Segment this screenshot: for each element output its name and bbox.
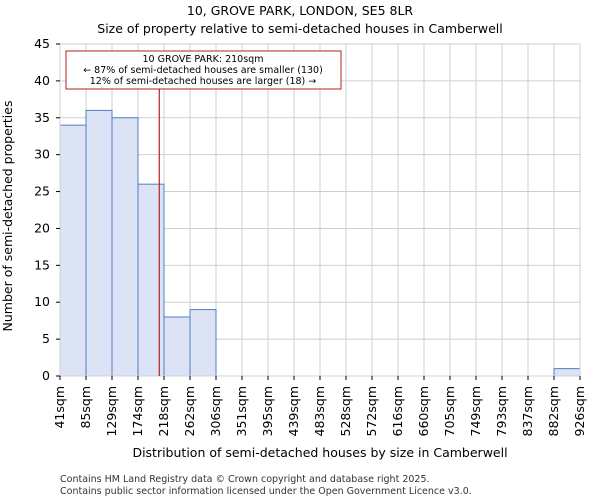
bar [163,316,191,377]
x-tick-label: 41sqm [52,386,67,429]
y-tick-label: 10 [34,294,50,309]
x-tick-label: 572sqm [364,386,379,436]
x-tick-label: 926sqm [572,386,587,436]
chart-title-line1: 10, GROVE PARK, LONDON, SE5 8LR [187,3,414,18]
x-tick-label: 129sqm [104,386,119,436]
annotation-frame [65,50,342,90]
x-tick-label: 749sqm [468,386,483,436]
footer-line2: Contains public sector information licen… [60,486,472,497]
x-tick-label: 85sqm [78,386,93,429]
y-tick-label: 15 [34,257,50,272]
y-tick-label: 20 [34,220,50,235]
footer-line1: Contains HM Land Registry data © Crown c… [60,474,430,485]
x-tick-label: 306sqm [208,386,223,436]
x-axis-label: Distribution of semi-detached houses by … [132,445,507,460]
y-tick-label: 40 [34,73,50,88]
y-tick-label: 0 [42,368,50,383]
x-tick-label: 218sqm [156,386,171,436]
annotation-line2: ← 87% of semi-detached houses are smalle… [83,65,323,76]
y-axis-ticks: 0 5 10 15 20 25 30 35 40 45 [34,36,60,383]
x-tick-label: 439sqm [286,386,301,436]
bar [553,368,581,377]
x-tick-label: 616sqm [390,386,405,436]
x-tick-label: 395sqm [260,386,275,436]
x-tick-label: 660sqm [416,386,431,436]
y-tick-label: 30 [34,147,50,162]
bar [189,309,217,377]
x-tick-label: 882sqm [546,386,561,436]
x-tick-label: 528sqm [338,386,353,436]
bar [85,109,113,377]
y-tick-label: 5 [42,331,50,346]
x-tick-label: 837sqm [520,386,535,436]
y-tick-label: 35 [34,110,50,125]
annotation-line1: 10 GROVE PARK: 210sqm [143,54,264,65]
chart-title-line2: Size of property relative to semi-detach… [97,21,502,36]
x-axis-ticks: 41sqm 85sqm 129sqm 174sqm 218sqm 262sqm 306sqm… [52,376,587,436]
x-tick-label: 262sqm [182,386,197,436]
bar [59,124,87,377]
x-tick-label: 174sqm [130,386,145,436]
annotation-line3: 12% of semi-detached houses are larger (… [90,76,317,87]
bar [111,117,139,377]
annotation-box: 10 GROVE PARK: 210sqm ← 87% of semi-deta… [65,50,342,90]
y-tick-label: 45 [34,36,50,51]
bar [137,183,165,377]
x-tick-label: 351sqm [234,386,249,436]
x-tick-label: 705sqm [442,386,457,436]
y-axis-label: Number of semi-detached properties [0,101,15,332]
x-tick-label: 793sqm [494,386,509,436]
y-tick-label: 25 [34,184,50,199]
x-tick-label: 483sqm [312,386,327,436]
